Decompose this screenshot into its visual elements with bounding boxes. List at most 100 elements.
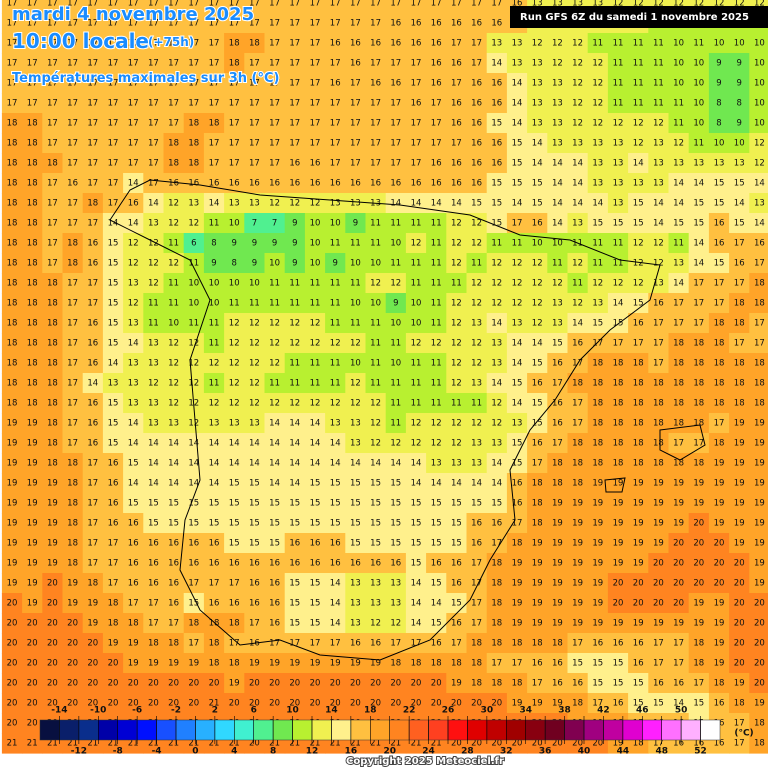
cell-value: 14 [128, 439, 139, 449]
cell-value: 18 [653, 459, 664, 469]
cell-value: 19 [754, 579, 765, 589]
cell-value: 17 [168, 119, 179, 129]
cell-value: 20 [67, 619, 78, 629]
cell [527, 153, 548, 174]
cell-value: 7 [272, 219, 277, 229]
cell-value: 11 [411, 359, 422, 369]
cell [244, 73, 266, 94]
cell [203, 153, 225, 174]
cell-value: 18 [633, 459, 644, 469]
cell-value: 11 [613, 79, 624, 89]
cell-value: 12 [471, 359, 482, 369]
colorbar-label: 34 [519, 706, 532, 716]
cell [1, 233, 23, 254]
cell-value: 17 [249, 619, 260, 629]
cell-value: 17 [289, 0, 300, 9]
cell [163, 93, 185, 114]
cell-value: 16 [532, 379, 543, 389]
cell-value: 10 [188, 279, 199, 289]
cell-value: 9 [332, 259, 337, 269]
cell-value: 16 [350, 59, 361, 69]
colorbar-label: 30 [481, 706, 494, 716]
cell-value: 17 [390, 639, 401, 649]
cell-value: 12 [229, 319, 240, 329]
cell-value: 15 [289, 599, 300, 609]
cell-value: 17 [7, 99, 18, 109]
cell [567, 173, 589, 194]
cell-value: 12 [491, 279, 502, 289]
cell-value: 17 [269, 99, 280, 109]
cell-value: 16 [370, 559, 381, 569]
cell-value: 15 [310, 519, 321, 529]
cell-value: 11 [673, 99, 684, 109]
cell [102, 73, 124, 94]
cell-value: 13 [552, 139, 563, 149]
cell-value: 15 [471, 499, 482, 509]
cell-value: 17 [754, 319, 765, 329]
cell-value: 17 [673, 319, 684, 329]
cell [123, 153, 144, 174]
cell-value: 18 [128, 619, 139, 629]
cell [668, 193, 690, 214]
cell-value: 15 [168, 519, 179, 529]
cell-value: 11 [592, 39, 603, 49]
cell-value: 16 [431, 19, 442, 29]
cell [82, 13, 104, 34]
cell [405, 53, 427, 74]
cell-value: 20 [87, 659, 98, 669]
cell-value: 15 [471, 199, 482, 209]
cell-value: 14 [411, 479, 422, 489]
cell-value: 11 [431, 259, 442, 269]
cell-value: 11 [431, 359, 442, 369]
cell-value: 17 [653, 359, 664, 369]
cell-value: 15 [269, 519, 280, 529]
cell-value: 19 [613, 519, 624, 529]
cell-value: 17 [148, 619, 159, 629]
cell-value: 15 [209, 519, 220, 529]
cell-value: 12 [390, 439, 401, 449]
colorbar-swatch [661, 719, 682, 741]
cell-value: 19 [229, 679, 240, 689]
cell-value: 12 [370, 399, 381, 409]
cell-value: 18 [754, 299, 765, 309]
cell-value: 18 [491, 619, 502, 629]
cell-value: 13 [532, 59, 543, 69]
colorbar-swatch [292, 719, 313, 741]
cell-value: 18 [633, 379, 644, 389]
cell-value: 16 [289, 179, 300, 189]
cell-value: 18 [67, 539, 78, 549]
cell-value: 18 [734, 379, 745, 389]
cell [466, 213, 488, 234]
cell-value: 12 [653, 259, 664, 269]
cell-value: 12 [229, 339, 240, 349]
cell-value: 12 [572, 259, 583, 269]
cell-value: 16 [451, 159, 462, 169]
cell [325, 73, 346, 94]
cell-value: 14 [633, 159, 644, 169]
cell-value: 18 [714, 319, 725, 329]
cell [365, 93, 387, 114]
cell-value: 15 [310, 499, 321, 509]
cell-value: 13 [148, 419, 159, 429]
cell-value: 19 [653, 499, 664, 509]
cell [668, 153, 690, 174]
cell [42, 93, 64, 114]
cell-value: 15 [693, 219, 704, 229]
cell-value: 18 [168, 139, 179, 149]
cell-value: 12 [572, 299, 583, 309]
cell [62, 193, 84, 214]
cell-value: 11 [350, 239, 361, 249]
cell-value: 12 [269, 399, 280, 409]
cell [607, 93, 629, 114]
cell-value: 16 [653, 679, 664, 689]
cell-value: 16 [128, 199, 139, 209]
cell-value: 10 [370, 299, 381, 309]
cell [486, 173, 508, 194]
cell-value: 20 [714, 559, 725, 569]
cell-value: 11 [330, 319, 341, 329]
cell [203, 93, 225, 114]
cell [708, 133, 730, 154]
cell-value: 18 [734, 399, 745, 409]
cell-value: 9 [272, 239, 277, 249]
cell [224, 33, 245, 54]
